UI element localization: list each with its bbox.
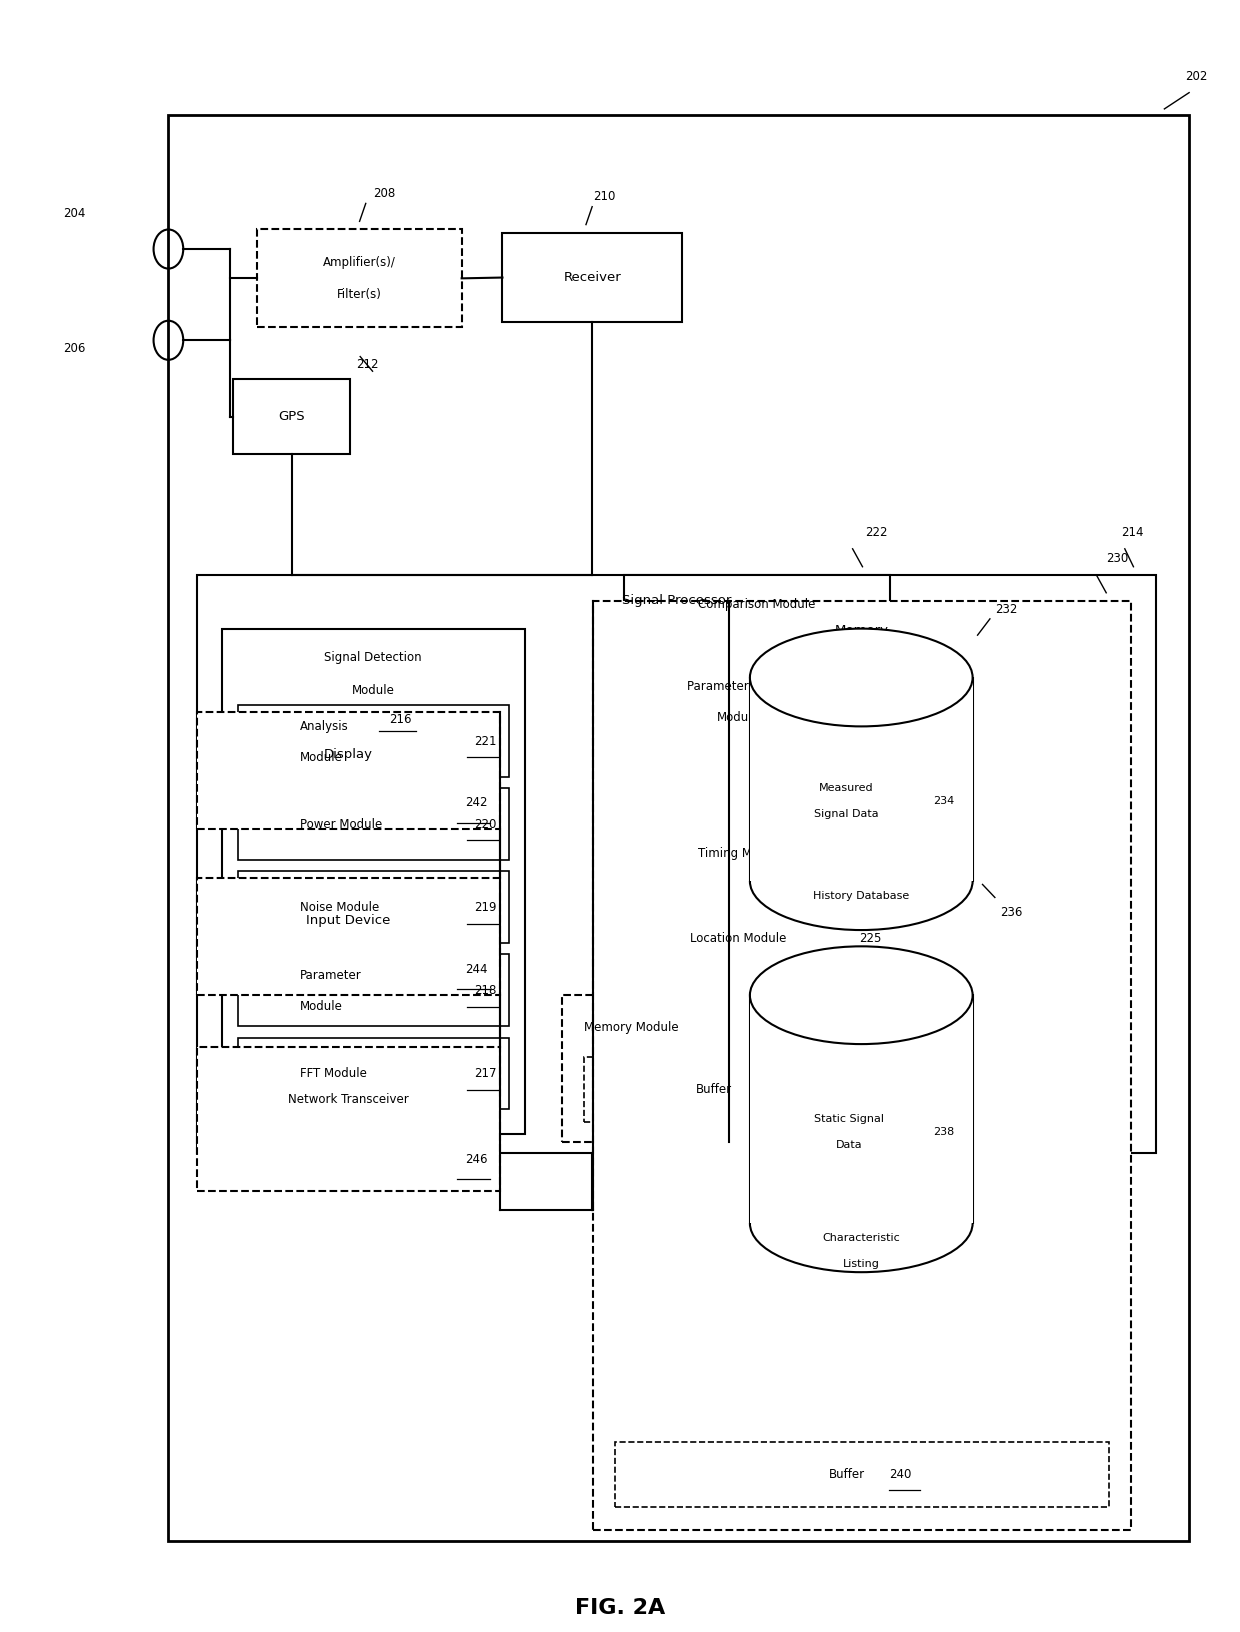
Text: 234: 234 bbox=[932, 796, 954, 806]
Text: 217: 217 bbox=[474, 1067, 496, 1080]
FancyBboxPatch shape bbox=[763, 1089, 960, 1183]
Text: 204: 204 bbox=[63, 207, 86, 220]
FancyBboxPatch shape bbox=[636, 641, 878, 764]
FancyBboxPatch shape bbox=[238, 955, 508, 1027]
Text: Characteristic: Characteristic bbox=[822, 1234, 900, 1244]
Text: Memory Module: Memory Module bbox=[584, 1022, 678, 1035]
FancyBboxPatch shape bbox=[593, 601, 1131, 1529]
Text: Module: Module bbox=[300, 1000, 342, 1013]
Text: Filter(s): Filter(s) bbox=[337, 289, 382, 302]
Text: FIG. 2A: FIG. 2A bbox=[575, 1598, 665, 1617]
FancyBboxPatch shape bbox=[624, 574, 890, 783]
FancyBboxPatch shape bbox=[222, 628, 525, 1134]
Text: Display: Display bbox=[324, 747, 373, 761]
Text: Power Module: Power Module bbox=[300, 818, 382, 831]
Text: Data: Data bbox=[836, 1141, 862, 1151]
FancyBboxPatch shape bbox=[624, 819, 890, 888]
Text: History Database: History Database bbox=[813, 891, 909, 901]
Text: 236: 236 bbox=[999, 906, 1022, 919]
Text: 221: 221 bbox=[474, 734, 496, 747]
Text: 226: 226 bbox=[785, 1022, 807, 1035]
FancyBboxPatch shape bbox=[238, 705, 508, 777]
Text: Module: Module bbox=[717, 712, 760, 725]
Text: 240: 240 bbox=[889, 1467, 911, 1480]
FancyBboxPatch shape bbox=[750, 996, 972, 1224]
FancyBboxPatch shape bbox=[238, 788, 508, 860]
Text: 219: 219 bbox=[474, 901, 496, 914]
FancyBboxPatch shape bbox=[238, 1038, 508, 1110]
Text: 218: 218 bbox=[474, 984, 496, 997]
Text: 238: 238 bbox=[932, 1128, 954, 1138]
FancyBboxPatch shape bbox=[624, 904, 890, 973]
Text: Buffer: Buffer bbox=[830, 1467, 866, 1480]
Text: 230: 230 bbox=[1106, 552, 1128, 565]
Text: 222: 222 bbox=[864, 526, 888, 539]
Text: Input Device: Input Device bbox=[306, 914, 391, 927]
Text: Parameter Match: Parameter Match bbox=[687, 681, 789, 694]
Text: Static Signal: Static Signal bbox=[813, 1115, 884, 1124]
Text: Timing Module: Timing Module bbox=[698, 847, 785, 860]
FancyBboxPatch shape bbox=[197, 1048, 500, 1191]
Text: 208: 208 bbox=[373, 188, 396, 201]
Text: GPS: GPS bbox=[278, 410, 305, 423]
Text: Signal Processor: Signal Processor bbox=[621, 594, 732, 607]
Text: Location Module: Location Module bbox=[689, 932, 786, 945]
Text: 202: 202 bbox=[1185, 70, 1208, 83]
Text: Network Transceiver: Network Transceiver bbox=[288, 1093, 409, 1106]
Text: Signal Detection: Signal Detection bbox=[325, 651, 422, 664]
Text: Module: Module bbox=[300, 751, 342, 764]
Text: FFT Module: FFT Module bbox=[300, 1067, 367, 1080]
Text: Listing: Listing bbox=[843, 1260, 879, 1270]
FancyBboxPatch shape bbox=[233, 379, 350, 454]
FancyBboxPatch shape bbox=[238, 871, 508, 943]
Ellipse shape bbox=[750, 628, 972, 726]
FancyBboxPatch shape bbox=[763, 757, 960, 852]
FancyBboxPatch shape bbox=[169, 116, 1189, 1541]
Text: Comparison Module: Comparison Module bbox=[698, 597, 816, 610]
Text: Memory: Memory bbox=[835, 623, 889, 636]
FancyBboxPatch shape bbox=[197, 712, 500, 829]
Text: 225: 225 bbox=[858, 932, 882, 945]
FancyBboxPatch shape bbox=[584, 1058, 874, 1123]
Text: 228: 228 bbox=[760, 1084, 782, 1097]
FancyBboxPatch shape bbox=[197, 878, 500, 996]
Text: Noise Module: Noise Module bbox=[300, 901, 378, 914]
FancyBboxPatch shape bbox=[562, 996, 897, 1142]
Text: Buffer: Buffer bbox=[696, 1084, 732, 1097]
FancyBboxPatch shape bbox=[615, 1441, 1109, 1506]
Text: 246: 246 bbox=[465, 1154, 487, 1167]
Text: 232: 232 bbox=[994, 602, 1017, 615]
Text: 223: 223 bbox=[846, 697, 868, 710]
Text: Analysis: Analysis bbox=[300, 720, 348, 733]
Text: Amplifier(s)/: Amplifier(s)/ bbox=[324, 256, 396, 269]
Text: Measured: Measured bbox=[820, 783, 874, 793]
FancyBboxPatch shape bbox=[750, 677, 972, 881]
FancyBboxPatch shape bbox=[502, 233, 682, 323]
Ellipse shape bbox=[750, 947, 972, 1044]
Text: 210: 210 bbox=[594, 191, 616, 204]
Text: 224: 224 bbox=[858, 847, 882, 860]
Text: Parameter: Parameter bbox=[300, 969, 361, 982]
Text: 244: 244 bbox=[465, 963, 487, 976]
FancyBboxPatch shape bbox=[258, 230, 461, 328]
Text: 220: 220 bbox=[474, 818, 496, 831]
Text: Receiver: Receiver bbox=[563, 271, 621, 284]
Text: 212: 212 bbox=[356, 357, 379, 370]
Text: Module: Module bbox=[352, 684, 394, 697]
Text: 242: 242 bbox=[465, 796, 487, 809]
Text: 216: 216 bbox=[389, 713, 412, 726]
Text: 206: 206 bbox=[63, 343, 86, 354]
FancyBboxPatch shape bbox=[197, 574, 1156, 1154]
Text: 214: 214 bbox=[1121, 526, 1143, 539]
Text: Signal Data: Signal Data bbox=[815, 809, 879, 819]
